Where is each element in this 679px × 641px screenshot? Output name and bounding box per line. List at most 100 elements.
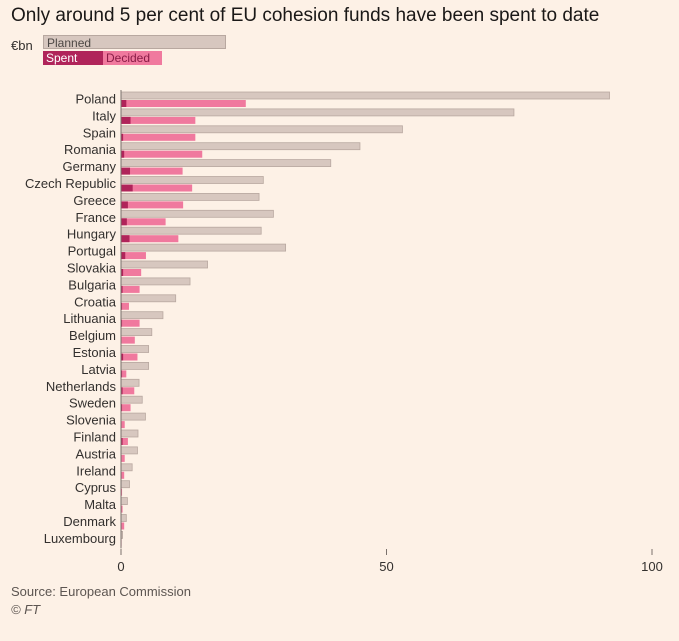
bar-spent-germany bbox=[121, 167, 131, 175]
bar-decided-poland bbox=[121, 100, 246, 107]
category-label-hungary: Hungary bbox=[67, 227, 117, 242]
bar-decided-netherlands bbox=[121, 387, 135, 395]
category-label-romania: Romania bbox=[64, 142, 117, 157]
legend-planned: Planned bbox=[43, 35, 226, 50]
category-label-greece: Greece bbox=[73, 193, 116, 208]
bar-planned-netherlands bbox=[120, 378, 140, 387]
bar-planned-estonia bbox=[120, 345, 150, 353]
bar-decided-slovakia bbox=[121, 269, 142, 276]
bar-planned-ireland bbox=[120, 463, 133, 472]
bar-spent-hungary bbox=[121, 235, 130, 243]
bar-decided-france bbox=[121, 218, 166, 226]
bar-planned-france bbox=[120, 209, 274, 218]
bar-decided-finland bbox=[121, 438, 128, 445]
x-tick-label-50: 50 bbox=[379, 559, 393, 574]
category-label-ireland: Ireland bbox=[76, 463, 116, 478]
category-label-latvia: Latvia bbox=[81, 362, 116, 377]
category-label-netherlands: Netherlands bbox=[46, 379, 117, 394]
category-label-estonia: Estonia bbox=[73, 345, 117, 360]
bar-decided-austria bbox=[121, 454, 125, 462]
bar-spent-sweden bbox=[121, 404, 123, 412]
bar-planned-italy bbox=[120, 108, 515, 117]
bar-planned-croatia bbox=[120, 294, 177, 303]
bar-decided-spain bbox=[121, 133, 196, 141]
bar-planned-greece bbox=[120, 192, 260, 201]
bar-spent-estonia bbox=[121, 353, 124, 361]
bar-planned-spain bbox=[120, 125, 403, 134]
bar-decided-romania bbox=[121, 150, 203, 158]
bar-spent-slovakia bbox=[121, 269, 124, 276]
bar-decided-malta bbox=[121, 505, 123, 513]
category-label-cyprus: Cyprus bbox=[75, 480, 117, 495]
category-label-denmark: Denmark bbox=[63, 514, 116, 529]
bar-planned-malta bbox=[120, 497, 128, 506]
x-tick-label-0: 0 bbox=[117, 559, 124, 574]
bar-planned-sweden bbox=[120, 395, 143, 404]
bar-planned-germany bbox=[120, 159, 332, 168]
bar-planned-bulgaria bbox=[120, 277, 191, 286]
category-label-sweden: Sweden bbox=[69, 396, 116, 411]
bar-planned-finland bbox=[120, 429, 139, 438]
bar-decided-bulgaria bbox=[121, 285, 140, 293]
bar-planned-hungary bbox=[120, 226, 262, 235]
bar-decided-estonia bbox=[121, 353, 138, 361]
bar-decided-portugal bbox=[121, 252, 146, 260]
source-note: Source: European Commission bbox=[11, 584, 191, 599]
category-label-germany: Germany bbox=[63, 159, 117, 174]
bar-spent-italy bbox=[121, 116, 131, 124]
unit-label: €bn bbox=[11, 38, 33, 53]
bar-spent-bulgaria bbox=[121, 285, 123, 293]
bar-planned-lithuania bbox=[120, 311, 164, 320]
bar-spent-croatia bbox=[121, 302, 123, 310]
bar-decided-greece bbox=[121, 201, 184, 209]
bar-planned-poland bbox=[120, 91, 610, 100]
bar-spent-latvia bbox=[121, 370, 123, 378]
category-label-france: France bbox=[76, 210, 116, 225]
bar-decided-sweden bbox=[121, 404, 131, 412]
bar-spent-netherlands bbox=[121, 387, 123, 395]
bar-planned-portugal bbox=[120, 243, 287, 252]
bar-planned-slovenia bbox=[120, 412, 146, 421]
category-label-slovakia: Slovakia bbox=[67, 261, 117, 276]
category-label-slovenia: Slovenia bbox=[66, 413, 117, 428]
legend-spent: Spent bbox=[43, 51, 103, 65]
bar-decided-croatia bbox=[121, 302, 129, 310]
bar-spent-spain bbox=[121, 133, 124, 141]
bar-decided-latvia bbox=[121, 370, 127, 378]
chart-title: Only around 5 per cent of EU cohesion fu… bbox=[11, 5, 600, 26]
bar-spent-portugal bbox=[121, 252, 126, 260]
category-label-spain: Spain bbox=[83, 125, 116, 140]
bar-planned-latvia bbox=[120, 361, 150, 370]
category-label-belgium: Belgium bbox=[69, 328, 116, 343]
legend-decided: Decided bbox=[103, 51, 162, 65]
x-tick-label-100: 100 bbox=[641, 559, 663, 574]
credit-note: © FT bbox=[11, 602, 41, 617]
bar-spent-lithuania bbox=[121, 319, 123, 327]
bar-spent-romania bbox=[121, 150, 125, 158]
category-label-portugal: Portugal bbox=[68, 244, 117, 259]
category-label-czech-republic: Czech Republic bbox=[25, 176, 117, 191]
bar-decided-italy bbox=[121, 116, 196, 124]
bar-spent-france bbox=[121, 218, 127, 226]
category-label-luxembourg: Luxembourg bbox=[44, 531, 116, 546]
category-label-finland: Finland bbox=[73, 430, 116, 445]
bar-planned-austria bbox=[120, 446, 138, 455]
bar-decided-ireland bbox=[121, 471, 125, 479]
bar-spent-greece bbox=[121, 201, 128, 209]
category-label-bulgaria: Bulgaria bbox=[68, 277, 116, 292]
bar-decided-hungary bbox=[121, 235, 179, 243]
category-label-austria: Austria bbox=[76, 446, 117, 461]
bar-decided-germany bbox=[121, 167, 183, 175]
bar-decided-czech-republic bbox=[121, 184, 193, 192]
category-label-italy: Italy bbox=[92, 108, 116, 123]
bar-decided-denmark bbox=[121, 522, 125, 530]
bar-decided-lithuania bbox=[121, 319, 140, 327]
bar-spent-czech-republic bbox=[121, 184, 133, 192]
bar-planned-romania bbox=[120, 142, 361, 151]
bar-spent-finland bbox=[121, 438, 123, 445]
category-label-malta: Malta bbox=[84, 497, 117, 512]
bar-planned-czech-republic bbox=[120, 176, 264, 184]
bar-planned-cyprus bbox=[120, 480, 130, 489]
bar-planned-slovakia bbox=[120, 260, 208, 269]
